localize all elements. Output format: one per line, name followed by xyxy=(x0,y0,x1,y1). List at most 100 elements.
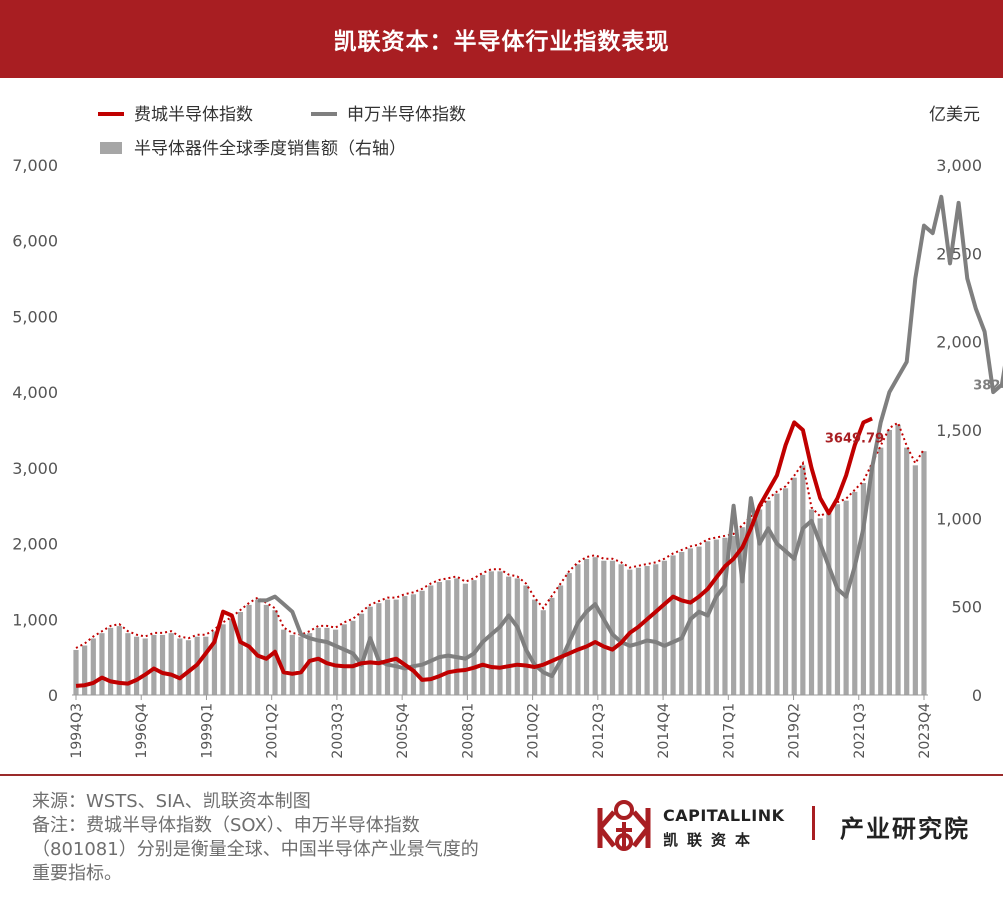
sales-bar xyxy=(748,518,754,695)
sales-bar xyxy=(679,551,685,695)
sales-bar xyxy=(739,527,745,695)
x-axis: 1994Q3 1996Q4 1999Q1 2001Q2 2003Q3 2005Q4 2008… xyxy=(69,695,933,759)
sales-bar xyxy=(826,513,832,695)
chart-area: 费城半导体指数 申万半导体指数 半导体器件全球季度销售额（右轴） 亿美元 0 1,… xyxy=(12,105,1003,759)
right-axis: 0 500 1,000 1,500 2,000 2,500 3,000 xyxy=(936,156,982,705)
footer-notes: 来源：WSTS、SIA、凯联资本制图 备注：费城半导体指数（SOX）、申万半导体… xyxy=(32,790,572,886)
sales-bar xyxy=(713,539,719,695)
right-tick-label: 3,000 xyxy=(936,156,982,175)
sales-bar xyxy=(332,629,339,695)
left-axis: 0 1,000 2,000 3,000 4,000 5,000 6,000 7,000 xyxy=(12,156,58,705)
legend-swatch-sales xyxy=(100,142,122,154)
sales-bar xyxy=(497,571,503,695)
institute-name: 产业研究院 xyxy=(840,814,970,843)
sales-bar xyxy=(203,636,209,695)
left-tick-label: 2,000 xyxy=(12,535,58,554)
sox-end-value-label: 3649.79 xyxy=(825,432,884,447)
sales-bar xyxy=(289,634,295,695)
left-tick-label: 5,000 xyxy=(12,307,58,326)
sales-bar xyxy=(635,567,642,695)
x-tick-label: 1999Q1 xyxy=(199,703,215,759)
x-tick-label: 2014Q4 xyxy=(656,703,672,759)
sales-bar xyxy=(566,573,572,695)
sales-bar xyxy=(886,430,892,695)
sales-bar xyxy=(341,624,347,695)
sales-bar xyxy=(514,578,520,695)
sales-bar xyxy=(281,629,287,695)
sales-bar xyxy=(125,633,131,695)
sales-bar xyxy=(817,518,823,695)
sales-bar xyxy=(384,599,391,695)
sales-bar xyxy=(73,649,79,695)
sales-bar xyxy=(878,447,884,695)
sales-bar xyxy=(506,576,512,695)
right-tick-label: 1,000 xyxy=(936,509,982,528)
sales-bar xyxy=(557,585,564,695)
sales-bar xyxy=(358,613,365,695)
sales-bar xyxy=(756,509,763,695)
sales-bar xyxy=(376,603,382,695)
sales-bar xyxy=(549,597,555,695)
sales-bar xyxy=(540,610,546,695)
sales-bar xyxy=(895,424,901,695)
sales-bar xyxy=(246,604,252,695)
sales-bar xyxy=(696,546,702,695)
sales-bar xyxy=(229,619,235,695)
sales-bar xyxy=(298,636,304,695)
x-tick-label: 1996Q4 xyxy=(134,703,150,759)
sales-bar xyxy=(402,596,408,695)
left-tick-label: 6,000 xyxy=(12,232,58,251)
capitallink-logo-icon xyxy=(597,800,651,851)
sales-bar xyxy=(237,611,244,695)
x-tick-label: 2021Q3 xyxy=(852,703,868,759)
sales-bar xyxy=(644,566,650,695)
sales-bar xyxy=(90,638,96,695)
sales-bar xyxy=(860,483,867,695)
x-tick-label: 2008Q1 xyxy=(460,703,476,759)
sales-bar xyxy=(315,627,321,695)
left-tick-label: 3,000 xyxy=(12,459,58,478)
sales-bar xyxy=(159,634,166,695)
sales-bar xyxy=(834,504,841,695)
brand-name-en: CAPITALLINK xyxy=(663,806,785,825)
sales-bar xyxy=(142,638,148,695)
sox-index-line xyxy=(75,416,873,688)
sw-end-value-label: 3824.51 xyxy=(973,378,1003,393)
sales-bar xyxy=(523,585,529,695)
x-tick-label: 2017Q1 xyxy=(721,703,737,759)
sales-bar xyxy=(393,599,399,695)
sales-bar xyxy=(462,583,468,695)
right-tick-label: 0 xyxy=(972,686,982,705)
index-lines xyxy=(75,194,1003,688)
sales-bar xyxy=(480,574,486,695)
left-tick-label: 1,000 xyxy=(12,610,58,629)
x-tick-label: 2023Q4 xyxy=(917,703,933,759)
sales-bar xyxy=(791,477,797,695)
sales-bar xyxy=(601,560,607,695)
sales-bar xyxy=(220,624,226,695)
end-labels: 3824.51 3649.79 xyxy=(825,378,1003,446)
legend-label-sox: 费城半导体指数 xyxy=(134,105,253,125)
sales-bar xyxy=(532,599,538,695)
sales-bar xyxy=(705,541,711,695)
sales-bar xyxy=(852,491,858,695)
sales-bar xyxy=(177,638,183,695)
right-tick-label: 2,500 xyxy=(936,244,982,263)
sales-bar xyxy=(653,564,659,695)
left-tick-label: 7,000 xyxy=(12,156,58,175)
sales-bar xyxy=(921,451,927,695)
sales-bar xyxy=(410,594,417,695)
sales-bar xyxy=(765,500,771,695)
x-tick-label: 2001Q2 xyxy=(265,703,281,759)
brand-name-cn: 凯联资本 xyxy=(663,831,760,849)
remark-note: 备注：费城半导体指数（SOX）、申万半导体指数 （801081）分别是衡量全球、… xyxy=(32,815,479,884)
sales-bar xyxy=(661,560,668,695)
page-title: 凯联资本：半导体行业指数表现 xyxy=(0,0,1003,78)
right-tick-label: 2,000 xyxy=(936,333,982,352)
sales-bar xyxy=(211,631,218,695)
x-tick-label: 2019Q2 xyxy=(787,703,803,759)
sales-bar xyxy=(774,493,780,695)
legend: 费城半导体指数 申万半导体指数 半导体器件全球季度销售额（右轴） 亿美元 xyxy=(98,105,980,159)
sales-bar xyxy=(116,626,122,695)
legend-label-sales: 半导体器件全球季度销售额（右轴） xyxy=(134,139,406,159)
